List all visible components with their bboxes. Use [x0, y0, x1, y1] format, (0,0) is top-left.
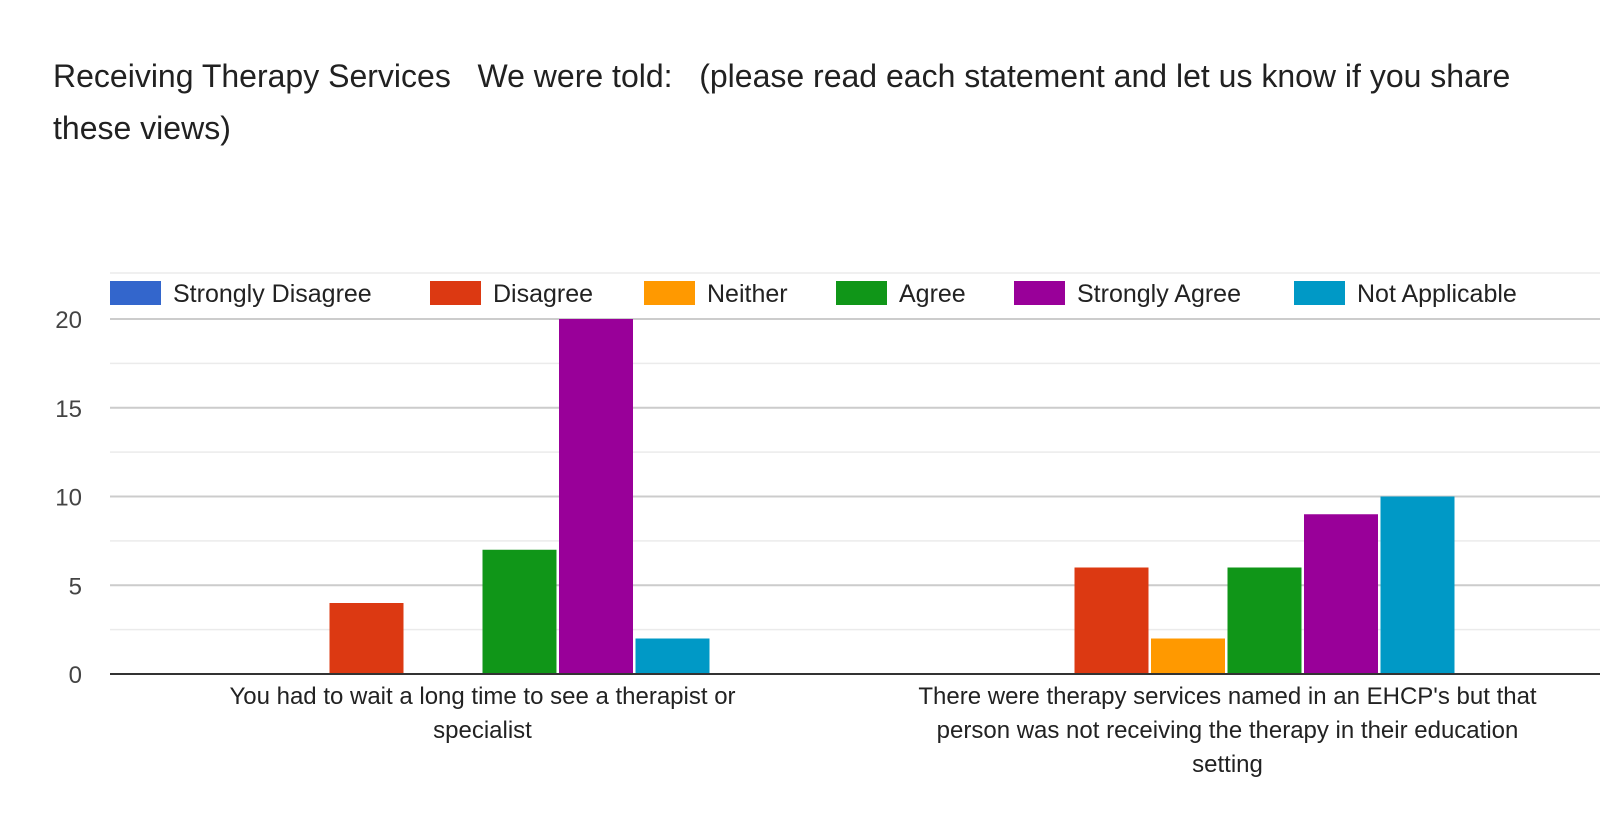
- x-category-label: setting: [1192, 751, 1263, 778]
- legend-swatch-disagree: [430, 281, 481, 305]
- y-tick-label: 15: [55, 396, 82, 423]
- y-tick-label: 5: [69, 573, 82, 600]
- bar-disagree: [1074, 567, 1149, 674]
- x-category-label: There were therapy services named in an …: [918, 683, 1537, 710]
- bar-neither: [1151, 638, 1225, 674]
- legend-label-not-applicable: Not Applicable: [1357, 280, 1517, 308]
- y-tick-label: 20: [55, 307, 82, 334]
- y-tick-label: 0: [69, 662, 82, 689]
- bar-strongly-agree: [559, 319, 633, 674]
- bar-agree: [1227, 567, 1302, 674]
- legend-label-disagree: Disagree: [493, 280, 593, 308]
- legend-swatch-not-applicable: [1294, 281, 1345, 305]
- legend-label-strongly-agree: Strongly Agree: [1077, 280, 1241, 308]
- x-category-label: You had to wait a long time to see a the…: [229, 683, 735, 710]
- x-category-label: person was not receiving the therapy in …: [937, 717, 1519, 744]
- legend-label-strongly-disagree: Strongly Disagree: [173, 280, 372, 308]
- x-category-label: specialist: [433, 717, 532, 744]
- bar-agree: [482, 549, 557, 674]
- y-axis-labels: 0 5 10 15 20: [55, 307, 82, 689]
- legend: Strongly Disagree Disagree Neither Agree Str…: [110, 280, 1517, 308]
- x-axis-labels: You had to wait a long time to see a the…: [229, 683, 1536, 778]
- y-tick-label: 10: [55, 485, 82, 512]
- legend-label-agree: Agree: [899, 280, 966, 308]
- legend-swatch-agree: [836, 281, 887, 305]
- bar-disagree: [329, 603, 404, 674]
- bar-strongly-agree: [1304, 514, 1378, 674]
- legend-swatch-strongly-disagree: [110, 281, 161, 305]
- chart-title: Receiving Therapy Services We were told:…: [53, 58, 1520, 146]
- bar-not-applicable: [1380, 496, 1455, 674]
- legend-label-neither: Neither: [707, 280, 788, 308]
- bar-not-applicable: [635, 638, 710, 674]
- legend-swatch-strongly-agree: [1014, 281, 1065, 305]
- bars: [329, 319, 1455, 674]
- legend-swatch-neither: [644, 281, 695, 305]
